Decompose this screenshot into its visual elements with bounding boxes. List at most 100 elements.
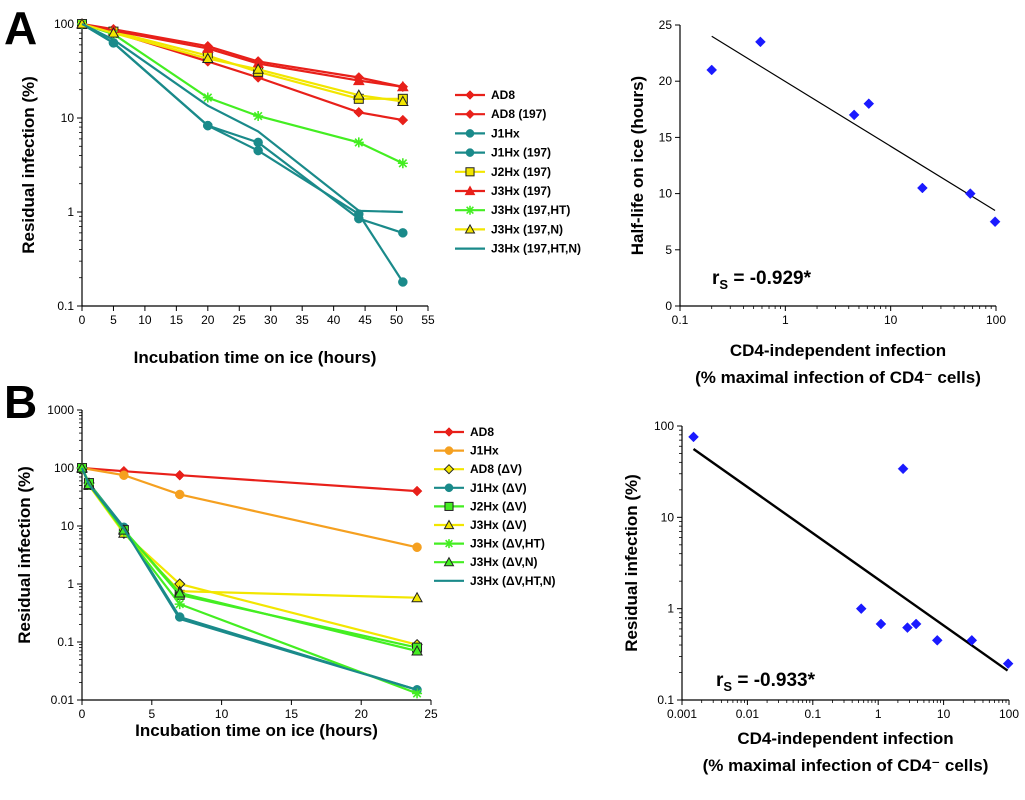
b-left-line-j2hx-deltav [81, 467, 418, 649]
b-right-data-point [855, 603, 867, 615]
b-left-series-j3hx-deltav-ht-n [80, 467, 418, 691]
b-left-point-j3hx-deltav-n [411, 644, 423, 656]
a-left-x-tick-label: 40 [327, 313, 341, 327]
a-left-line-j3hx-197-n [81, 22, 403, 103]
b-left-x-tick-label: 10 [215, 707, 229, 721]
a-left-legend-label-j3hx-197-n: J3Hx (197,N) [491, 222, 563, 236]
a-left-line-j2hx-197 [81, 22, 403, 100]
b-left-legend-marker-j2hx-deltav [444, 501, 454, 511]
a-right-trendline [711, 35, 996, 211]
b-left-series-ad8-deltav [76, 462, 423, 651]
b-right-data-point [875, 618, 887, 630]
charts: 0 5 10 15 20 25 30 35 40 45 50 550.1110100Incubatio… [15, 17, 1019, 775]
b-right-correlation-label: rS = -0.933* [716, 670, 816, 694]
b-left-series-j2hx-deltav [77, 463, 423, 653]
a-right-x-axis-title-line2: (% maximal infection of CD4⁻ cells) [695, 368, 981, 387]
a-right-y-tick-label: 0 [665, 299, 672, 313]
a-right-axes: 0.1 1 10 100 0 5 10 15 20 25 CD4-independent infec… [628, 18, 1006, 387]
b-left-legend-label-j3hx-deltav-n: J3Hx (ΔV,N) [470, 555, 538, 569]
a-left-x-tick-label: 35 [296, 313, 310, 327]
a-left-y-tick-label: 10 [61, 111, 75, 125]
a-left-point-j3hx-197-n [201, 52, 214, 63]
b-right-x-tick-label: 0.001 [667, 707, 697, 721]
b-left-point-j3hx-deltav-ht [412, 688, 423, 699]
a-left-x-tick-label: 50 [390, 313, 404, 327]
a-right-data-point [989, 216, 1001, 228]
a-left-point-j1hx-197 [398, 277, 408, 287]
b-right-data-point [902, 622, 913, 633]
b-left-legend-label-j1hx-deltav: J1Hx (ΔV) [470, 481, 527, 495]
a-right-y-tick-label: 5 [665, 243, 672, 257]
a-left-point-j1hx-197 [203, 120, 213, 131]
a-right-data-point [863, 98, 875, 110]
a-left-axes: 0 5 10 15 20 25 30 35 40 45 50 55 0.1 1 10 100 Incubatio… [19, 17, 435, 367]
a-left-line-j3hx-197-ht-n [81, 23, 403, 214]
b-left-point-ad8 [411, 485, 423, 497]
a-left-line-j3hx-197 [81, 22, 403, 88]
b-right-x-tick-label: 0.1 [804, 707, 821, 721]
b-left-series-j1hx-deltav [77, 463, 422, 695]
a-left-x-tick-label: 5 [110, 313, 117, 327]
b-left-y-axis-title: Residual infection (%) [15, 466, 34, 644]
a-left-legend-marker-j1hx [465, 129, 475, 138]
a-left-point-j3hx-197-n [396, 95, 409, 106]
b-left-legend-label-ad8: AD8 [470, 425, 494, 439]
a-left-x-tick-label: 10 [138, 313, 152, 327]
b-right-x-axis-title-line2: (% maximal infection of CD4⁻ cells) [703, 756, 989, 775]
b-left-line-j3hx-deltav-ht [80, 467, 418, 695]
a-left-y-axis-title: Residual infection (%) [19, 76, 38, 254]
a-right-data-point [964, 188, 976, 199]
a-left-legend-label-j2hx-197: J2Hx (197) [491, 165, 551, 179]
b-left-legend-marker-j3hx-deltav-ht [444, 539, 454, 549]
b-right-data-point [931, 634, 943, 646]
a-left-legend-marker-j3hx-197-ht [465, 205, 475, 215]
b-left-series [76, 461, 423, 699]
a-right-y-tick-label: 25 [659, 18, 673, 32]
b-left-line-ad8-deltav [81, 467, 418, 646]
a-left-x-tick-label: 25 [233, 313, 247, 327]
a-right-y-tick-label: 15 [659, 130, 673, 144]
a-left-point-j1hx-197 [253, 145, 263, 156]
b-left-x-tick-label: 5 [148, 707, 155, 721]
b-left-y-tick-label: 0.1 [57, 635, 74, 649]
b-left-legend-marker-ad8 [444, 427, 454, 437]
a-left-line-j1hx [81, 23, 404, 234]
b-left-y-tick-label: 1 [67, 577, 74, 591]
b-right-x-tick-label: 1 [875, 707, 882, 721]
b-left-legend-label-ad8-deltav: AD8 (ΔV) [470, 462, 522, 476]
a-left-point-j3hx-197 [396, 80, 409, 92]
a-left-y-tick-label: 100 [54, 17, 74, 31]
panel-letter-b: B [4, 376, 37, 428]
a-left-point-j3hx-197-n [252, 63, 264, 74]
a-left-legend-label-j3hx-197-ht-n: J3Hx (197,HT,N) [491, 242, 581, 256]
b-right-plot: rS = -0.933* [688, 431, 1014, 694]
a-left-legend-marker-j3hx-197-n [464, 223, 476, 234]
a-right-data-point [755, 36, 766, 48]
b-left-legend-label-j3hx-deltav-ht: J3Hx (ΔV,HT) [470, 537, 545, 551]
panel-letter-a: A [4, 2, 37, 54]
b-right-y-axis-title: Residual infection (%) [622, 474, 641, 652]
b-left-x-tick-label: 20 [355, 707, 369, 721]
b-left-line-j3hx-deltav-n [80, 467, 418, 653]
b-left-line-j3hx-deltav-ht-n [80, 467, 418, 691]
b-left-x-tick-label: 15 [285, 707, 299, 721]
b-left-line-j1hx-deltav [81, 467, 418, 691]
a-right-data-point [848, 109, 860, 121]
a-left-legend: AD8 AD8 (197) J1Hx J1Hx (197) J2Hx (197) J3Hx… [455, 88, 581, 256]
a-left-x-axis-title: Incubation time on ice (hours) [134, 348, 377, 367]
b-left-point-j3hx-deltav-n [173, 586, 186, 598]
b-left-y-tick-label: 100 [54, 461, 74, 475]
a-left-point-j3hx-197-ht [353, 137, 364, 148]
a-left-line-j1hx-197 [81, 23, 404, 283]
b-left-x-axis-title: Incubation time on ice (hours) [135, 721, 378, 740]
a-left-legend-label-ad8: AD8 [491, 88, 515, 102]
b-left-point-j3hx-deltav-n [76, 461, 88, 473]
a-left-x-tick-label: 45 [358, 313, 372, 327]
a-left-point-ad8-197 [353, 106, 365, 118]
a-left-x-tick-label: 0 [79, 313, 86, 327]
b-left-line-j1hx [81, 466, 418, 549]
b-left-legend-marker-j1hx [444, 446, 454, 455]
b-left-legend-label-j2hx-deltav: J2Hx (ΔV) [470, 499, 527, 513]
a-left-point-j3hx-197-ht [253, 111, 264, 122]
a-left-y-tick-label: 0.1 [57, 299, 74, 313]
